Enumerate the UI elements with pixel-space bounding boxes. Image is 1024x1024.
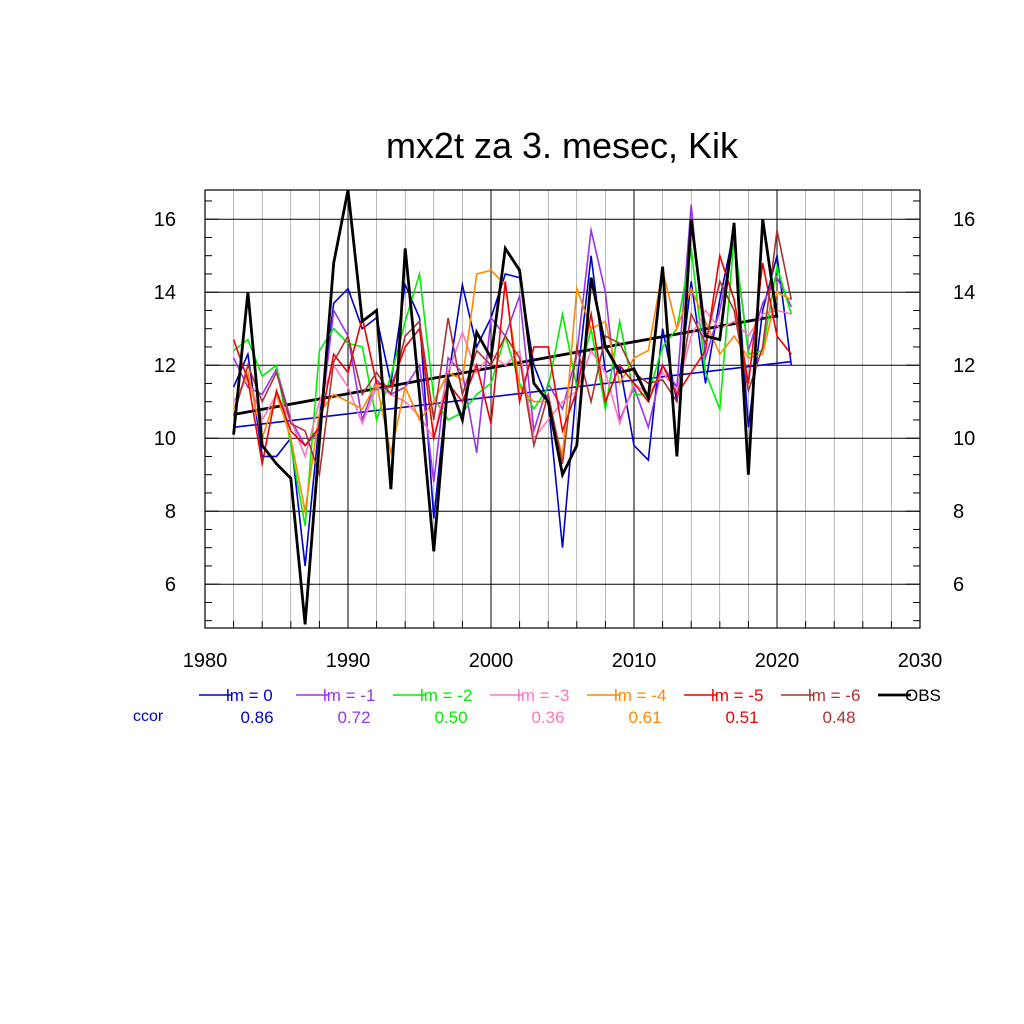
legend-label-4: lm = -4 bbox=[614, 686, 666, 705]
chart-title: mx2t za 3. mesec, Kik bbox=[386, 125, 739, 166]
legend-ccor-5: 0.51 bbox=[725, 708, 758, 727]
legend-label-0: lm = 0 bbox=[226, 686, 273, 705]
x-tick-label: 1990 bbox=[326, 650, 371, 672]
y-tick-label-right: 6 bbox=[953, 574, 964, 596]
series-lines bbox=[232, 189, 793, 625]
y-tick-label-left: 8 bbox=[165, 501, 176, 523]
legend: ccor lm = 0 0.86 lm = -1 0.72 lm = -2 0.50 lm =… bbox=[133, 686, 941, 727]
y-tick-label-right: 16 bbox=[953, 209, 975, 231]
y-tick-label-left: 10 bbox=[154, 428, 176, 450]
x-tick-label: 2020 bbox=[755, 650, 800, 672]
legend-ccor-2: 0.50 bbox=[434, 708, 467, 727]
legend-label-5: lm = -5 bbox=[711, 686, 763, 705]
y-tick-label-right: 8 bbox=[953, 501, 964, 523]
y-tick-label-right: 12 bbox=[953, 355, 975, 377]
legend-label-7: OBS bbox=[905, 686, 941, 705]
plot-frame bbox=[204, 189, 921, 629]
x-tick-label: 2000 bbox=[469, 650, 514, 672]
series-line-7 bbox=[232, 189, 779, 625]
legend-ccor-1: 0.72 bbox=[337, 708, 370, 727]
y-tick-label-left: 16 bbox=[154, 209, 176, 231]
y-tick-label-left: 14 bbox=[154, 282, 176, 304]
legend-label-2: lm = -2 bbox=[420, 686, 472, 705]
legend-label-3: lm = -3 bbox=[517, 686, 569, 705]
y-tick-label-left: 12 bbox=[154, 355, 176, 377]
axes: 1980 1990 2000 2010 2020 2030 6 6 8 8 10 10 12 12 14 14… bbox=[154, 189, 975, 672]
legend-ccor-3: 0.36 bbox=[531, 708, 564, 727]
series-line-3 bbox=[232, 308, 792, 459]
x-tick-label: 2030 bbox=[898, 650, 943, 672]
y-tick-label-right: 10 bbox=[953, 428, 975, 450]
series-line-6 bbox=[232, 230, 793, 479]
legend-ccor-6: 0.48 bbox=[822, 708, 855, 727]
legend-ccor-4: 0.61 bbox=[628, 708, 661, 727]
legend-label-6: lm = -6 bbox=[808, 686, 860, 705]
y-tick-label-right: 14 bbox=[953, 282, 975, 304]
legend-label-1: lm = -1 bbox=[323, 686, 375, 705]
series-line-5 bbox=[232, 252, 792, 469]
y-tick-label-left: 6 bbox=[165, 574, 176, 596]
ccor-label: ccor bbox=[133, 708, 164, 725]
legend-ccor-0: 0.86 bbox=[240, 708, 273, 727]
x-tick-label: 2010 bbox=[612, 650, 657, 672]
x-tick-label: 1980 bbox=[183, 650, 228, 672]
